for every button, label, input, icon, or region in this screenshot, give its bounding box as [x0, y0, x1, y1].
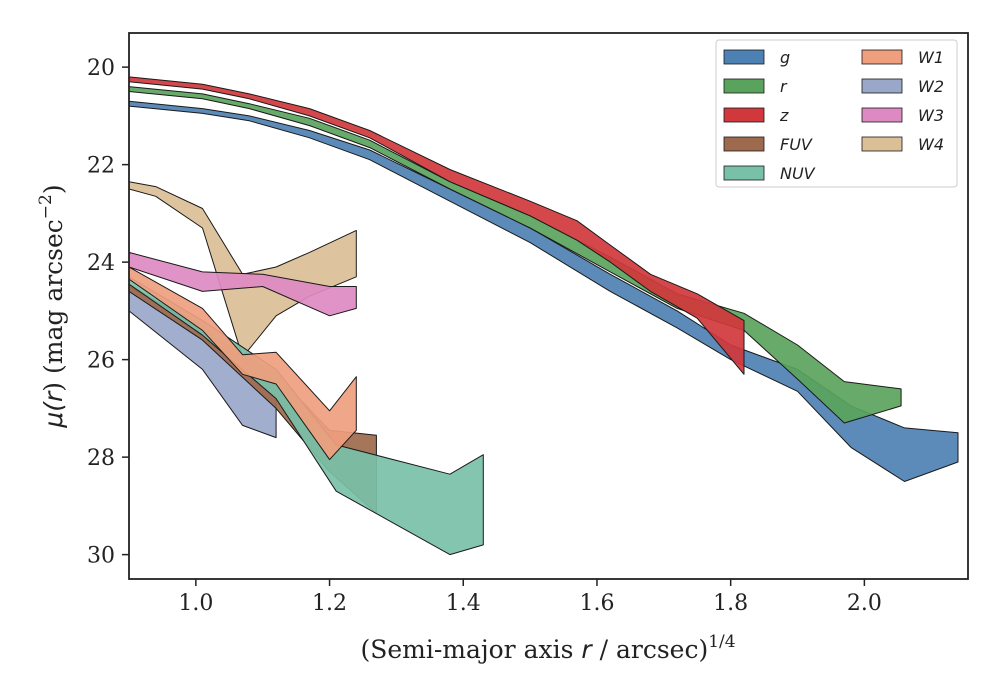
x-axis-label-variable: r [581, 635, 593, 664]
legend-label-w2: W2 [918, 77, 944, 96]
y-tick-label: 26 [87, 349, 115, 374]
legend-label-w3: W3 [918, 106, 944, 125]
legend-label-r: r [780, 77, 788, 96]
y-tick-label: 24 [87, 251, 115, 276]
legend-swatch-fuv [723, 136, 765, 152]
y-tick-label: 28 [87, 446, 115, 471]
legend-label-fuv: FUV [780, 135, 813, 154]
band-z [129, 76, 745, 375]
plot-frame [128, 32, 969, 580]
y-axis-label: μ(r) (mag arcsec−2) [36, 184, 68, 428]
band-r [129, 86, 902, 424]
y-axis-label-prefix: μ( [39, 401, 68, 429]
x-tick-label: 1.8 [713, 591, 748, 616]
legend-swatch-r [723, 78, 765, 94]
series-bands [129, 76, 959, 556]
x-tick-label: 1.6 [579, 591, 614, 616]
band-g [129, 100, 959, 482]
x-axis-ticks: 1.0 1.2 1.4 1.6 1.8 2.0 [178, 579, 882, 616]
legend-swatch-w2 [861, 78, 903, 94]
y-axis-ticks: 20 22 24 26 28 30 [87, 56, 129, 569]
y-tick-label: 30 [87, 544, 115, 569]
x-axis-label: (Semi-major axis r / arcsec)1/4 [360, 632, 735, 664]
x-axis-label-suffix: / arcsec) [592, 635, 709, 664]
band-w1 [129, 266, 357, 461]
x-tick-label: 1.4 [446, 591, 481, 616]
x-tick-label: 1.2 [312, 591, 347, 616]
legend-label-w4: W4 [918, 135, 944, 154]
legend-label-nuv: NUV [780, 164, 816, 183]
legend-swatch-w1 [861, 49, 903, 65]
band-w4 [129, 181, 357, 358]
legend-label-g: g [780, 48, 790, 67]
y-tick-label: 22 [87, 154, 115, 179]
y-axis-label-superscript: −2 [36, 194, 56, 219]
legend-swatch-w3 [861, 107, 903, 123]
legend-swatch-g [723, 49, 765, 65]
y-axis-label-variable: r [39, 390, 68, 402]
band-w3 [129, 251, 357, 317]
x-axis-label-superscript: 1/4 [708, 632, 735, 652]
x-tick-label: 1.0 [178, 591, 213, 616]
legend-swatch-z [723, 107, 765, 123]
y-tick-label: 20 [87, 56, 115, 81]
legend-label-z: z [779, 106, 789, 125]
legend-swatch-w4 [861, 136, 903, 152]
y-axis-label-close: ) [39, 184, 68, 194]
x-axis-label-prefix: (Semi-major axis [360, 635, 581, 664]
x-tick-label: 2.0 [847, 591, 882, 616]
y-axis-label-suffix: ) (mag arcsec [39, 219, 68, 392]
legend-label-w1: W1 [918, 48, 944, 67]
legend: grz FUV NUV W1 W2 W3 W4 [715, 39, 958, 188]
legend-swatch-nuv [723, 165, 765, 181]
